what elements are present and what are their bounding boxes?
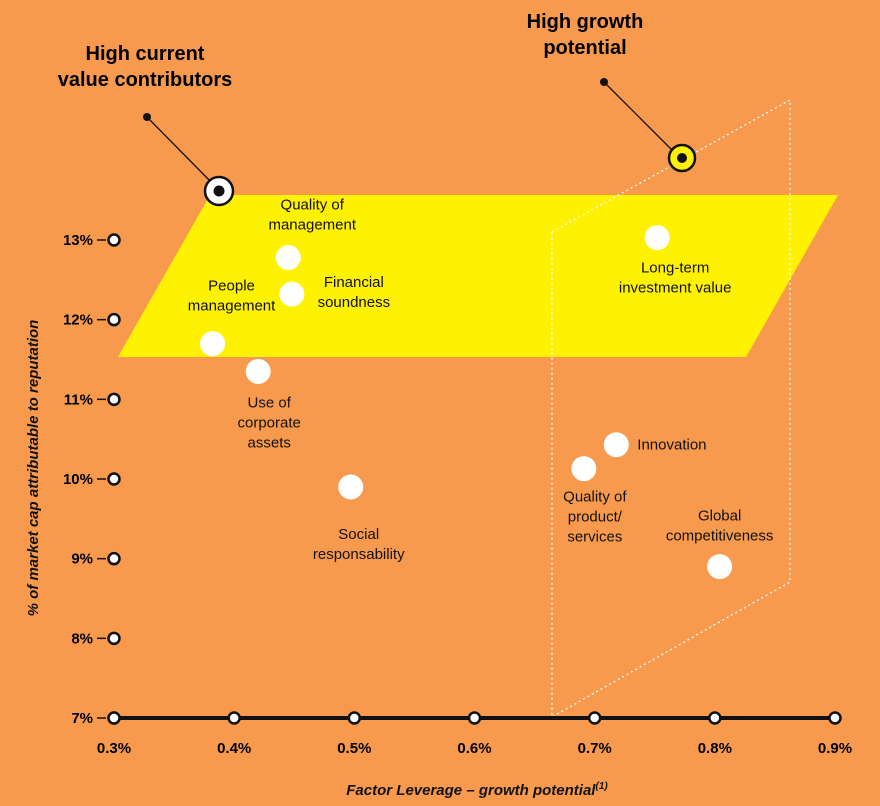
y-tick-marker <box>107 312 121 327</box>
point-label-line: product/ <box>568 509 623 526</box>
point-label-line: People <box>208 278 255 295</box>
x-tick-marker <box>467 711 482 725</box>
point-label-line: corporate <box>238 414 301 431</box>
point-label-line: management <box>268 217 356 234</box>
x-tick-marker <box>708 711 722 725</box>
point-label: Quality of management <box>268 197 356 234</box>
data-point <box>275 245 301 271</box>
point-label-line: services <box>567 529 622 546</box>
point-label: Long-term investment value <box>619 260 732 297</box>
y-tick-marker <box>107 472 121 486</box>
point-label-line: Use of <box>248 394 292 411</box>
x-tick-label: 0.8% <box>698 740 732 757</box>
data-point <box>200 331 226 357</box>
point-label-line: Global <box>698 508 741 525</box>
point-label-line: Social <box>338 526 379 543</box>
y-axis-title: % of market cap attributable to reputati… <box>25 320 42 617</box>
data-point <box>644 225 670 251</box>
x-tick-marker <box>227 711 241 725</box>
callout-growth-line2: potential <box>543 37 626 59</box>
point-label: Social responsability <box>313 526 405 563</box>
y-tick-label: 7% <box>71 710 93 727</box>
callout-current-line1: High current <box>86 43 205 65</box>
point-label-line: investment value <box>619 280 732 297</box>
point-label: Innovation <box>637 437 706 454</box>
data-point <box>279 281 305 307</box>
x-tick-marker <box>347 711 362 725</box>
point-label-line: Innovation <box>637 437 706 454</box>
point-label-line: competitiveness <box>666 528 774 545</box>
y-tick-label: 13% <box>63 232 93 249</box>
point-label-line: Quality of <box>281 197 345 214</box>
x-tick-marker <box>828 711 842 725</box>
point-label: People management <box>188 278 276 315</box>
data-point <box>603 432 629 458</box>
data-points: Quality of management Financial soundness Pe… <box>188 197 774 580</box>
high-current-value-band <box>118 195 838 357</box>
y-tick-label: 9% <box>71 551 93 568</box>
point-label-line: responsability <box>313 546 405 563</box>
point-label-line: Financial <box>324 274 384 291</box>
x-tick-label: 0.6% <box>457 740 491 757</box>
x-axis-title-footnote: (1) <box>595 781 608 792</box>
y-tick-label: 10% <box>63 471 93 488</box>
y-tick-label: 8% <box>71 630 93 647</box>
callout-current-line2: value contributors <box>58 69 232 91</box>
x-tick-label: 0.9% <box>818 740 852 757</box>
x-axis-title-text: Factor Leverage – growth potential <box>346 782 596 799</box>
point-label-line: assets <box>248 434 291 451</box>
y-tick-marker <box>107 392 121 407</box>
data-point <box>338 474 364 500</box>
data-point <box>707 554 733 580</box>
callout-current-anchor-dot <box>143 113 151 121</box>
callout-growth-anchor-dot <box>600 78 608 86</box>
x-axis-title: Factor Leverage – growth potential(1) <box>346 781 608 799</box>
x-tick-label: 0.7% <box>578 740 612 757</box>
data-point <box>571 456 597 482</box>
point-label: Use of corporate assets <box>238 394 301 451</box>
point-label-line: Quality of <box>563 489 627 506</box>
y-tick-label: 11% <box>64 391 93 408</box>
callout-current-target-icon <box>203 175 235 207</box>
point-label: Quality of product/services <box>563 489 627 546</box>
y-tick-marker <box>107 631 121 646</box>
axes: 0.3% 0.4% 0.5% 0.6% 0.7% 0.8% 0.9% 7% 8% 9% 10% 11%… <box>63 232 852 757</box>
y-tick-marker <box>107 233 121 247</box>
y-tick-label: 12% <box>63 312 93 329</box>
high-growth-potential-zone <box>551 98 791 719</box>
data-point <box>245 358 271 384</box>
callout-growth-leader <box>603 81 673 151</box>
callout-growth-target-icon <box>667 143 697 173</box>
point-label: Financial soundness <box>318 274 391 311</box>
x-tick-marker <box>587 711 602 725</box>
callout-growth-line1: High growth <box>527 11 644 33</box>
point-label-line: management <box>188 298 276 315</box>
point-label-line: soundness <box>318 294 391 311</box>
x-tick-label: 0.4% <box>217 740 251 757</box>
x-tick-label: 0.3% <box>97 740 131 757</box>
point-label-line: Long-term <box>641 260 709 277</box>
y-tick-marker <box>107 551 121 566</box>
callout-current-leader <box>146 116 214 185</box>
y-tick-marker <box>107 711 121 725</box>
point-label: Global competitiveness <box>666 508 774 545</box>
x-tick-label: 0.5% <box>337 740 371 757</box>
